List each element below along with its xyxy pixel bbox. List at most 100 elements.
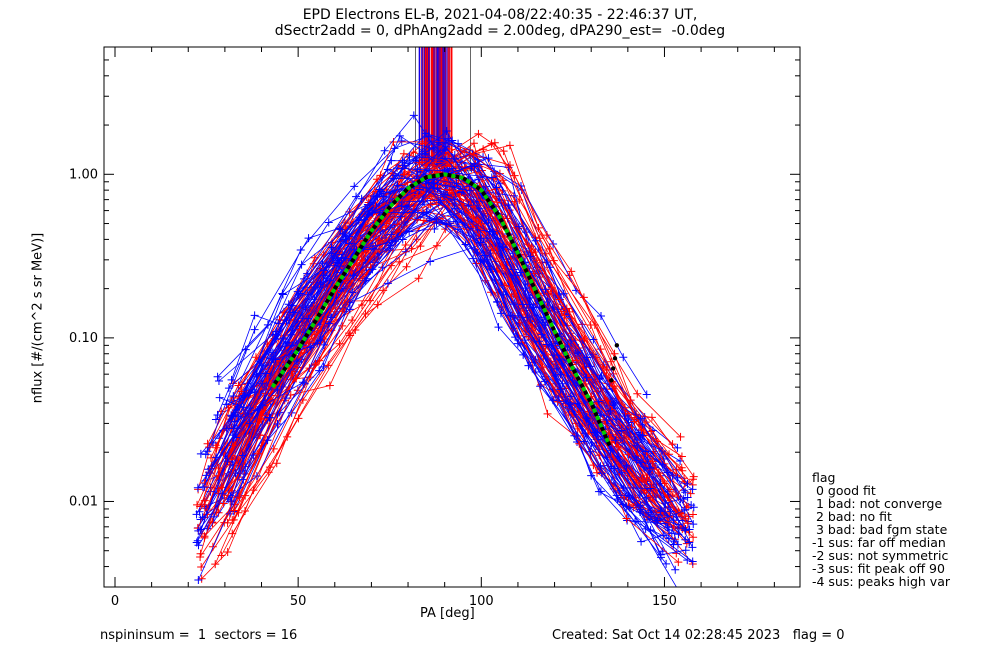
data-point xyxy=(398,235,407,244)
data-point xyxy=(620,412,629,421)
data-point xyxy=(551,371,560,380)
data-point xyxy=(614,452,623,461)
data-point xyxy=(414,274,423,283)
data-point xyxy=(345,232,354,241)
data-point xyxy=(289,308,298,317)
data-point xyxy=(357,256,366,265)
data-point xyxy=(424,178,433,187)
data-point xyxy=(202,471,211,480)
data-point xyxy=(227,496,236,505)
data-point xyxy=(499,147,508,156)
data-point xyxy=(258,379,267,388)
data-point xyxy=(294,291,303,300)
data-point xyxy=(205,443,214,452)
data-point xyxy=(596,462,605,471)
legend-title: flag xyxy=(812,470,836,485)
data-series xyxy=(192,111,698,587)
data-point xyxy=(483,255,492,264)
data-point xyxy=(432,241,441,250)
data-point xyxy=(336,225,345,234)
data-point xyxy=(421,129,430,138)
data-point xyxy=(521,284,530,293)
data-point xyxy=(586,320,595,329)
chart-title-line2: dSectr2add = 0, dPhAng2add = 2.00deg, dP… xyxy=(274,23,726,39)
data-point xyxy=(683,519,692,528)
data-point xyxy=(632,475,641,484)
data-sweep-line xyxy=(226,156,663,465)
reference-marker xyxy=(609,378,614,383)
data-point xyxy=(198,483,207,492)
data-point xyxy=(474,129,483,138)
data-point xyxy=(338,321,347,330)
data-point xyxy=(561,399,570,408)
data-point xyxy=(239,403,248,412)
legend-entry: 0 good fit xyxy=(812,483,876,498)
data-point xyxy=(224,403,233,412)
data-point xyxy=(395,257,404,266)
data-point xyxy=(214,471,223,480)
data-point xyxy=(508,249,517,258)
data-point xyxy=(487,139,496,148)
data-point xyxy=(594,487,603,496)
data-point xyxy=(487,173,496,182)
data-point xyxy=(211,415,220,424)
data-point xyxy=(230,506,239,515)
data-point xyxy=(535,234,544,243)
y-tick-label: 0.01 xyxy=(69,494,98,509)
data-point xyxy=(399,149,408,158)
data-point xyxy=(572,356,581,365)
data-point xyxy=(231,433,240,442)
data-point xyxy=(281,394,290,403)
data-point xyxy=(212,453,221,462)
data-point xyxy=(613,495,622,504)
data-point xyxy=(472,259,481,268)
data-point xyxy=(653,516,662,525)
data-point xyxy=(434,138,443,147)
data-point xyxy=(421,149,430,158)
data-point xyxy=(560,311,569,320)
data-point xyxy=(214,376,223,385)
data-point xyxy=(376,208,385,217)
data-point xyxy=(397,212,406,221)
data-point xyxy=(543,409,552,418)
data-point xyxy=(527,248,536,257)
data-point xyxy=(441,142,450,151)
data-point xyxy=(688,543,697,552)
data-point xyxy=(200,478,209,487)
data-point xyxy=(193,536,202,545)
data-point xyxy=(256,369,265,378)
data-point xyxy=(335,339,344,348)
data-point xyxy=(442,127,451,136)
data-point xyxy=(484,154,493,163)
data-point xyxy=(683,556,692,565)
data-point xyxy=(266,413,275,422)
data-point xyxy=(450,204,459,213)
data-point xyxy=(348,316,357,325)
data-point xyxy=(641,524,650,533)
legend-entry: 2 bad: no fit xyxy=(812,509,892,524)
data-point xyxy=(470,162,479,171)
data-point xyxy=(306,343,315,352)
data-point xyxy=(580,334,589,343)
data-point xyxy=(542,258,551,267)
legend-entry: -2 sus: not symmetric xyxy=(812,548,949,563)
data-point xyxy=(464,201,473,210)
data-point xyxy=(349,271,358,280)
data-point xyxy=(498,176,507,185)
data-point xyxy=(637,426,646,435)
data-point xyxy=(542,231,551,240)
data-point xyxy=(450,154,459,163)
data-sweep-line xyxy=(232,184,679,525)
data-point xyxy=(223,457,232,466)
data-point xyxy=(250,311,259,320)
data-point xyxy=(643,455,652,464)
data-point xyxy=(357,194,366,203)
data-point xyxy=(385,244,394,253)
data-point xyxy=(636,430,645,439)
data-point xyxy=(547,283,556,292)
data-point xyxy=(278,290,287,299)
data-point xyxy=(573,432,582,441)
data-point xyxy=(296,246,305,255)
data-point xyxy=(488,227,497,236)
